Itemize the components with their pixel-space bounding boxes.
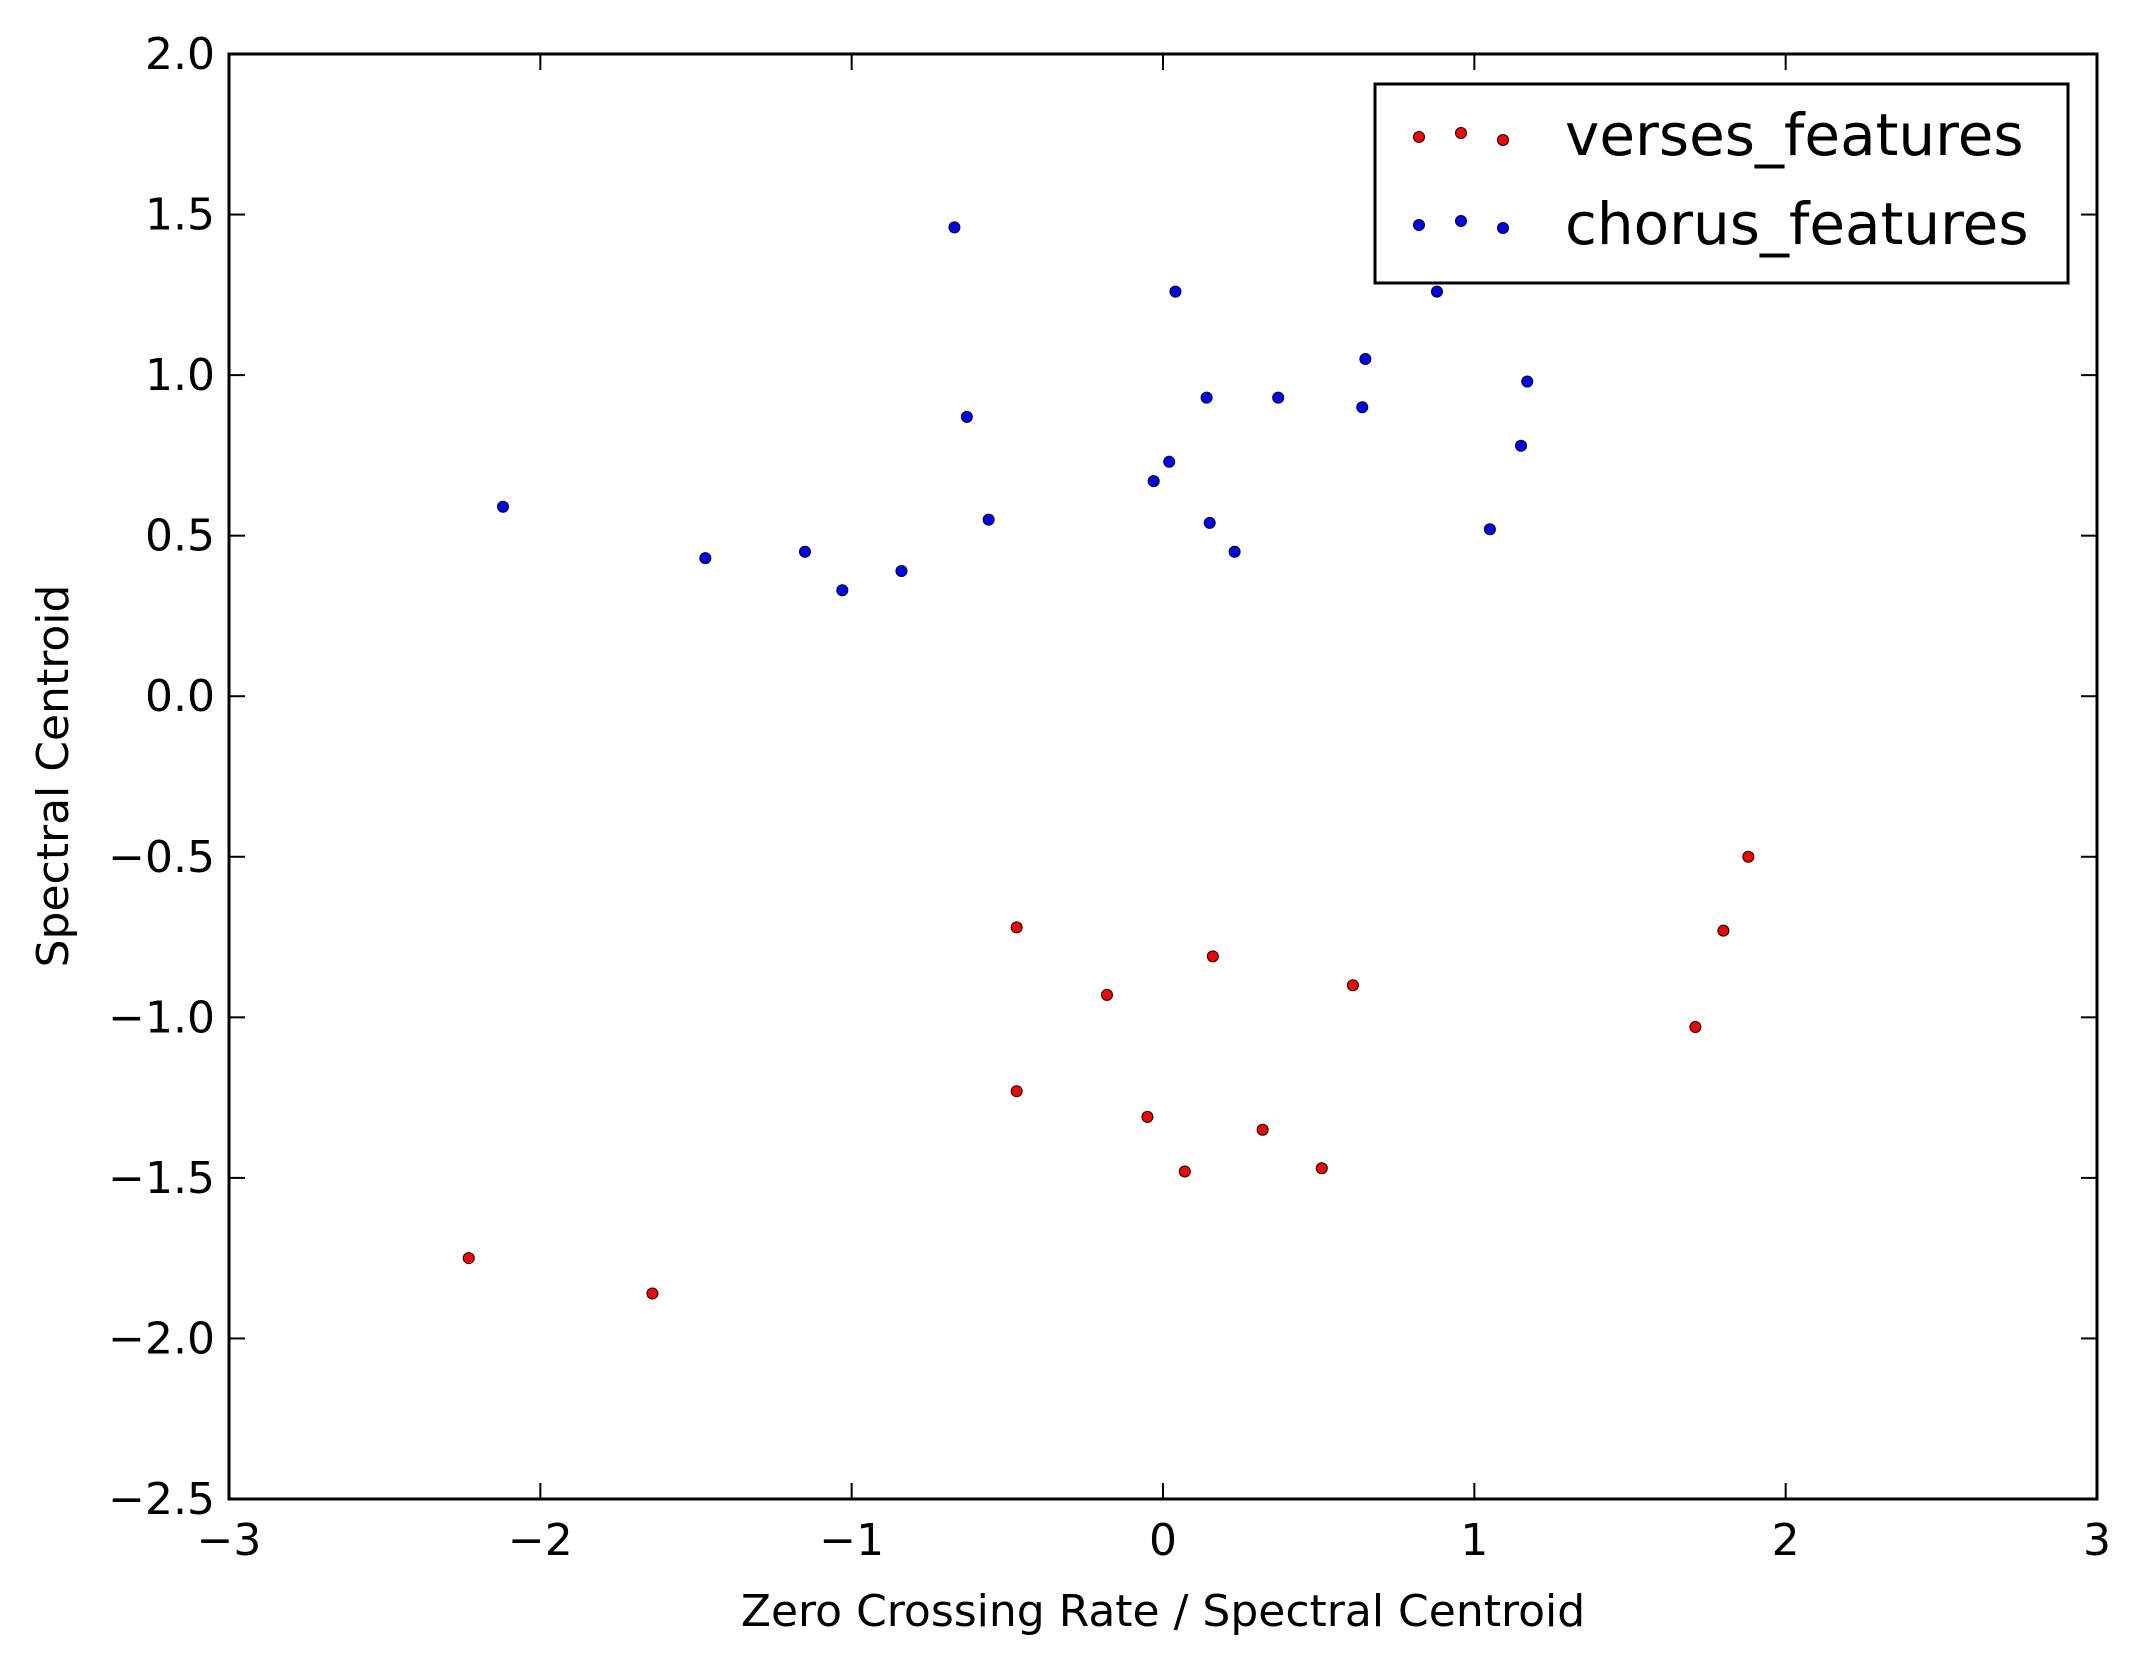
data-point [1717,924,1730,937]
legend-label-chorus: chorus_features [1565,190,2029,258]
data-point [699,552,712,565]
data-point [1010,1085,1023,1098]
tick-labels: −3 −2 −1 0 1 2 3 2.0 1.5 1.0 0.5 0.0 −0.5 −1.0 −1.5 −2.… [108,29,2111,1566]
x-tick-label: −1 [819,1515,884,1566]
data-point [1272,391,1285,404]
legend-marker [1497,134,1509,146]
data-point [1315,1162,1328,1175]
legend-marker [1413,219,1425,231]
data-points [462,221,1755,1300]
data-point [948,221,961,234]
data-point [982,513,995,526]
x-axis-label: Zero Crossing Rate / Spectral Centroid [741,1586,1585,1637]
data-point [1147,475,1160,488]
y-tick-label: 1.0 [145,350,215,401]
data-point [1515,439,1528,452]
legend-frame [1373,82,2070,285]
data-point [646,1287,659,1300]
legend-marker [1455,127,1467,139]
data-point [1228,545,1241,558]
data-point [496,500,509,513]
data-point [1483,523,1496,536]
y-axis-label: Spectral Centroid [28,585,79,968]
data-point [1200,391,1213,404]
x-tick-label: −2 [508,1515,573,1566]
x-tick-label: 0 [1149,1515,1177,1566]
legend-marker [1413,131,1425,143]
data-point [1206,950,1219,963]
data-point [1203,516,1216,529]
data-point [462,1252,475,1265]
y-tick-label: −1.0 [108,992,215,1043]
y-tick-label: 2.0 [145,29,215,80]
data-point [1100,988,1113,1001]
y-tick-label: −1.5 [108,1153,215,1204]
data-point [1178,1165,1191,1178]
series-0 [462,850,1755,1300]
x-tick-label: 2 [1772,1515,1800,1566]
data-point [798,545,811,558]
data-point [1689,1020,1702,1033]
x-tick-label: 3 [2083,1515,2111,1566]
legend-label-verses: verses_features [1565,101,2024,169]
x-tick-label: −3 [197,1515,262,1566]
legend: verses_features chorus_features [1373,82,2070,285]
x-tick-label: 1 [1460,1515,1488,1566]
y-tick-label: −2.0 [108,1313,215,1364]
legend-marker [1497,222,1509,234]
y-tick-label: 0.5 [145,511,215,562]
data-point [1346,979,1359,992]
data-point [960,410,973,423]
data-point [1010,921,1023,934]
data-point [1163,455,1176,468]
data-point [1256,1123,1269,1136]
data-point [1521,375,1534,388]
data-point [836,584,849,597]
data-point [1169,285,1182,298]
y-tick-label: 1.5 [145,190,215,241]
legend-markers-chorus [1413,215,1509,234]
plot-area [229,54,2097,1499]
series-1 [496,221,1534,597]
y-tick-label: −0.5 [108,832,215,883]
data-point [895,564,908,577]
data-point [1141,1110,1154,1123]
data-point [1742,850,1755,863]
y-tick-label: 0.0 [145,671,215,722]
legend-marker [1455,215,1467,227]
y-tick-label: −2.5 [108,1474,215,1525]
plot-frame [227,52,2099,1501]
data-point [1430,285,1443,298]
data-point [1356,401,1369,414]
legend-markers-verses [1413,127,1509,146]
data-point [1359,353,1372,366]
